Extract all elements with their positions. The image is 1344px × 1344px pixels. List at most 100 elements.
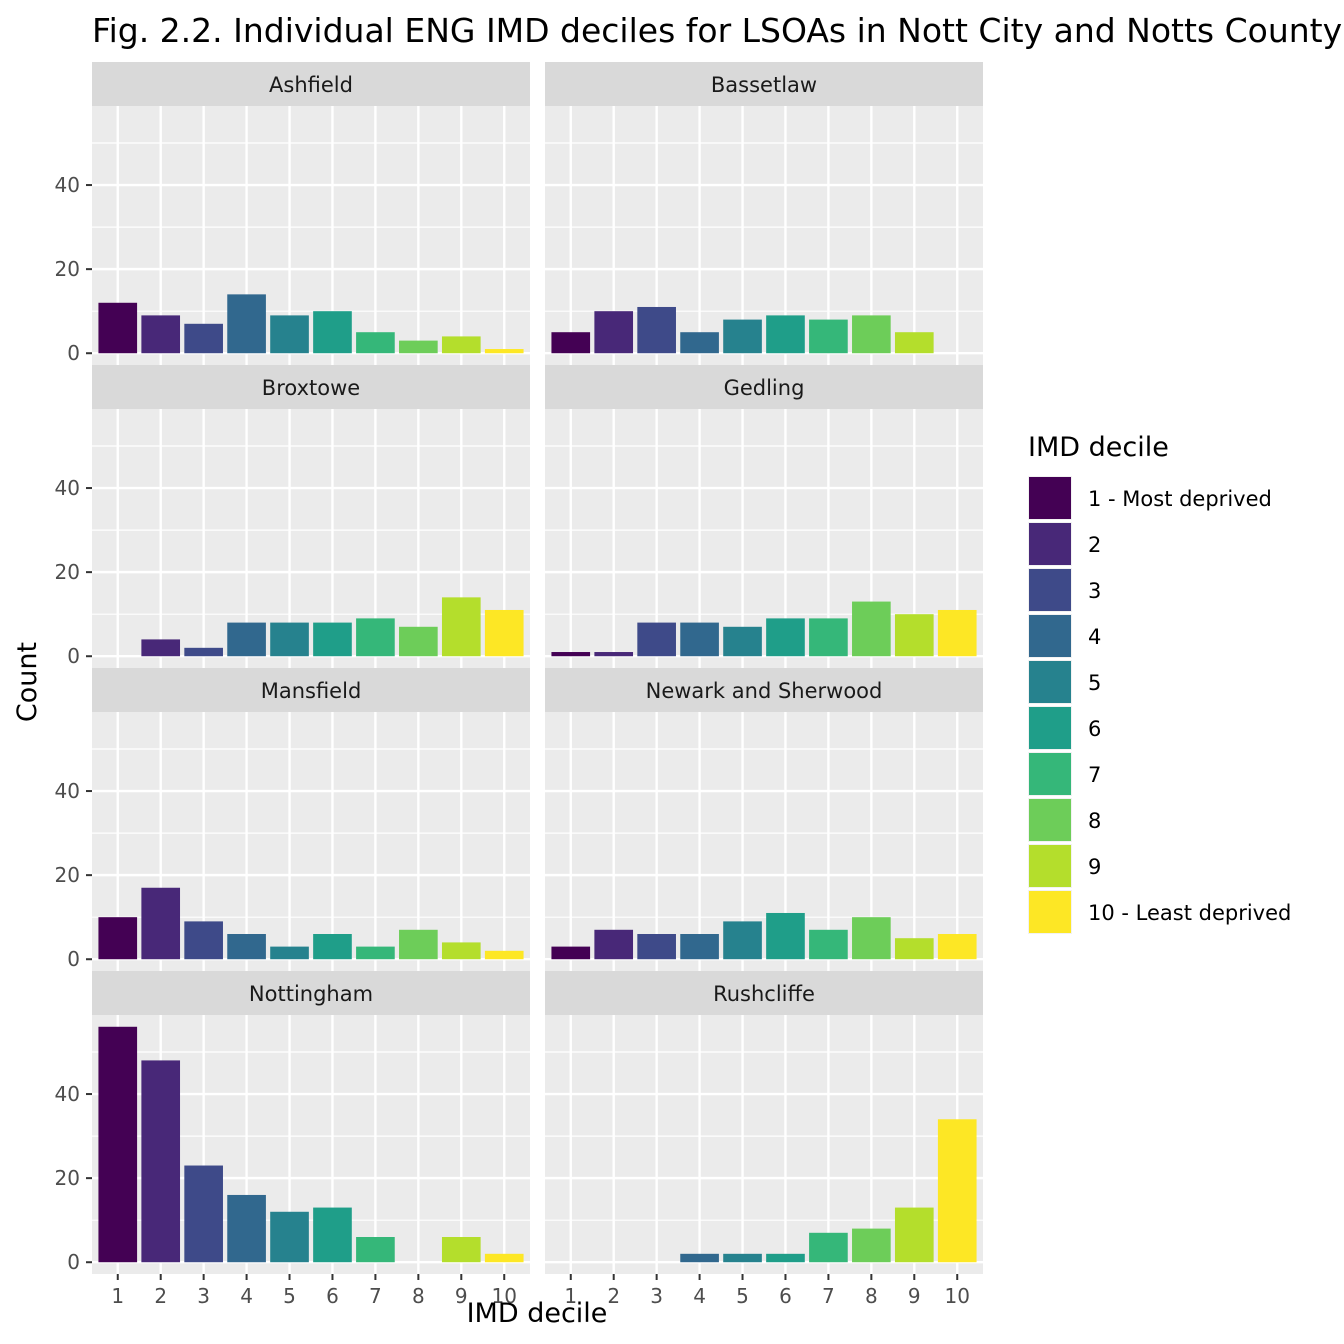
x-tick-label: 7 (369, 1284, 382, 1308)
bar (441, 1237, 481, 1263)
x-tick-label: 4 (240, 1284, 253, 1308)
bar (184, 1165, 223, 1263)
x-tick-label: 10 (492, 1284, 517, 1308)
bar (937, 609, 977, 657)
bar (637, 934, 676, 960)
bar (766, 618, 805, 657)
bar (441, 597, 481, 657)
legend-label: 1 - Most deprived (1088, 487, 1272, 511)
bar (766, 1253, 805, 1263)
facet-label: Nottingham (249, 982, 373, 1006)
bar (227, 934, 266, 960)
facet-strip (92, 971, 530, 1015)
facet-label: Ashfield (269, 73, 353, 97)
bar (270, 315, 309, 354)
bar (270, 946, 309, 960)
x-tick-label: 3 (650, 1284, 663, 1308)
facet-strip (545, 971, 983, 1015)
y-tick-label: 40 (55, 779, 80, 803)
bar (551, 946, 591, 960)
bar (141, 887, 181, 960)
y-tick-label: 0 (67, 1250, 80, 1274)
y-tick-label: 0 (67, 341, 80, 365)
x-tick-label: 4 (693, 1284, 706, 1308)
bar (894, 332, 934, 354)
y-tick-label: 20 (55, 1166, 80, 1190)
y-tick-label: 20 (55, 257, 80, 281)
bar (184, 647, 223, 657)
facet-panel: Broxtowe (92, 365, 530, 668)
legend-label: 8 (1088, 809, 1101, 833)
bar (852, 1228, 891, 1263)
legend-swatch (1029, 477, 1071, 519)
facet-strip (92, 668, 530, 712)
bar (723, 921, 762, 960)
bar (141, 315, 181, 354)
bar (594, 929, 634, 960)
y-axis-ticks: 0 20 40 0 20 40 0 20 40 0 20 40 (55, 173, 92, 1274)
legend-title: IMD decile (1028, 432, 1169, 463)
bar (809, 319, 848, 354)
legend-label: 5 (1088, 671, 1101, 695)
bar (680, 332, 719, 354)
facet-strip (545, 668, 983, 712)
facet-label: Rushcliffe (713, 982, 815, 1006)
bar (184, 323, 223, 354)
bar (852, 315, 891, 354)
x-tick-label: 2 (607, 1284, 620, 1308)
x-axis-title: IMD decile (467, 1298, 608, 1329)
x-tick-label: 9 (455, 1284, 468, 1308)
legend-swatch (1029, 891, 1071, 933)
bar (809, 1232, 848, 1263)
bar (937, 934, 977, 960)
facet-panels: Ashfield Bassetlaw Broxtowe Gedling Mansfiel… (92, 62, 983, 1274)
x-tick-label: 9 (908, 1284, 921, 1308)
bar (680, 622, 719, 657)
bar (852, 917, 891, 960)
bar (594, 311, 634, 354)
y-tick-label: 0 (67, 947, 80, 971)
bar (484, 950, 524, 960)
legend-swatch (1029, 615, 1071, 657)
facet-panel: Bassetlaw (545, 62, 983, 365)
legend-label: 2 (1088, 533, 1101, 557)
bar (894, 938, 934, 960)
facet-strip (92, 365, 530, 409)
bar (680, 934, 719, 960)
bar (723, 626, 762, 657)
bar (98, 1026, 138, 1263)
chart-title: Fig. 2.2. Individual ENG IMD deciles for… (92, 11, 1342, 50)
bar (227, 622, 266, 657)
x-tick-label: 2 (154, 1284, 167, 1308)
legend-swatch (1029, 707, 1071, 749)
x-tick-label: 5 (283, 1284, 296, 1308)
bar (441, 942, 481, 960)
y-tick-label: 40 (55, 173, 80, 197)
bar (680, 1253, 719, 1263)
bar (313, 1207, 352, 1263)
bar (809, 929, 848, 960)
x-tick-label: 7 (822, 1284, 835, 1308)
legend-swatch (1029, 845, 1071, 887)
bar (399, 929, 438, 960)
bar (937, 1119, 977, 1263)
legend: IMD decile 1 - Most deprived 2 3 4 5 6 7 8 9 10 -… (1028, 432, 1291, 934)
bar (270, 1211, 309, 1263)
x-tick-label: 10 (945, 1284, 970, 1308)
bar (141, 639, 181, 657)
bar (313, 622, 352, 657)
legend-swatch (1029, 799, 1071, 841)
bar (270, 622, 309, 657)
bar (551, 652, 591, 657)
bar (227, 294, 266, 354)
x-tick-label: 5 (736, 1284, 749, 1308)
y-tick-label: 20 (55, 560, 80, 584)
bar (313, 311, 352, 354)
bar (98, 917, 138, 960)
facet-label: Broxtowe (262, 376, 360, 400)
bar (484, 609, 524, 657)
x-tick-label: 3 (197, 1284, 210, 1308)
bar (894, 1207, 934, 1263)
y-tick-label: 0 (67, 644, 80, 668)
facet-label: Mansfield (261, 679, 362, 703)
